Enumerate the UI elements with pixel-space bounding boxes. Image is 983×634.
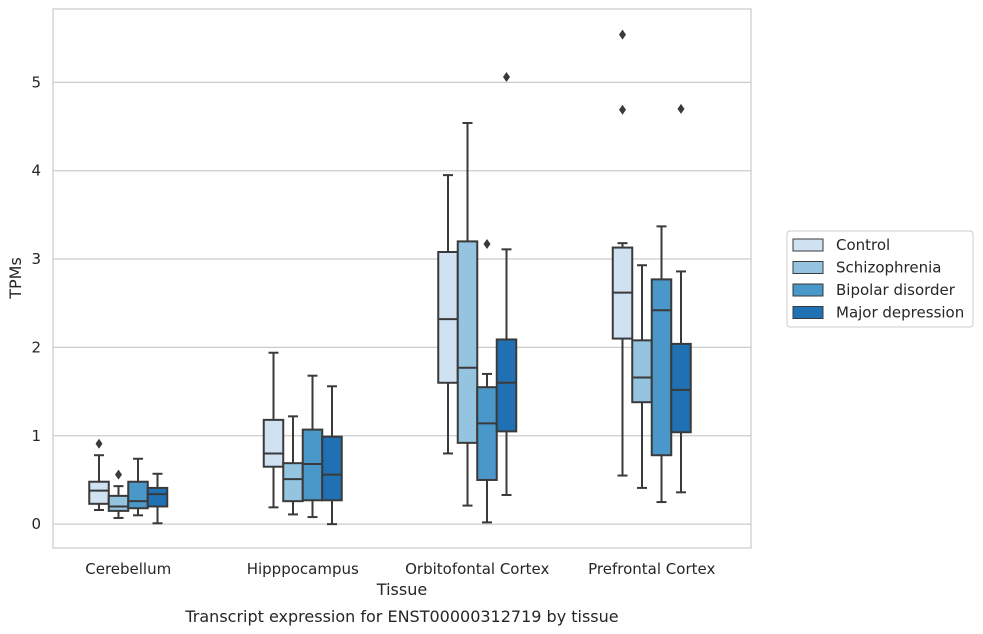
outlier-point (483, 239, 491, 250)
outlier-point (619, 104, 626, 115)
box-iqr (437, 250, 459, 384)
y-tick-label: 1 (31, 427, 41, 445)
box-iqr (282, 462, 304, 503)
legend: Control Schizophrenia Bipolar disorder Majo… (786, 230, 974, 328)
box-iqr (495, 338, 518, 433)
chart-caption: Transcript expression for ENST0000031271… (184, 607, 618, 626)
legend-swatch (792, 283, 824, 297)
box-schizophrenia (107, 469, 130, 519)
y-tick-label: 0 (31, 515, 41, 533)
y-tick-label: 3 (31, 250, 41, 268)
legend-label: Bipolar disorder (836, 281, 956, 299)
box-iqr (262, 418, 285, 468)
box-control (88, 438, 110, 512)
outlier-point (503, 72, 510, 83)
box-control (437, 174, 459, 455)
box-iqr (456, 240, 479, 444)
box-control (262, 351, 285, 509)
box-bipolar-disorder (301, 374, 324, 519)
outlier-point (677, 103, 685, 114)
legend-label: Schizophrenia (836, 259, 941, 277)
x-axis-title: Tissue (376, 580, 427, 599)
legend-swatch (792, 261, 824, 274)
grid-lines (53, 81, 751, 525)
x-tick-label: Cerebellum (85, 560, 171, 578)
box-iqr (321, 435, 343, 502)
box-schizophrenia (456, 121, 479, 507)
box-iqr (670, 342, 692, 434)
boxes (88, 29, 692, 526)
box-major-depression (321, 385, 343, 526)
box-bipolar-disorder (650, 225, 673, 504)
box-iqr (107, 494, 130, 512)
y-tick-label: 2 (31, 338, 41, 356)
outlier-point (619, 29, 626, 40)
y-axis-title: TPMs (6, 257, 25, 300)
box-major-depression (670, 103, 692, 494)
y-tick-label: 5 (31, 73, 41, 91)
box-schizophrenia (282, 415, 304, 516)
outlier-point (95, 438, 103, 449)
box-iqr (146, 486, 169, 508)
x-tick-label: Orbitofontal Cortex (405, 560, 549, 578)
box-iqr (650, 278, 673, 457)
box-schizophrenia (631, 264, 653, 489)
box-major-depression (495, 72, 518, 496)
outlier-point (115, 469, 122, 480)
x-tick-label: Hipppocampus (247, 560, 359, 578)
legend-frame (786, 230, 974, 328)
x-tick-label: Prefrontal Cortex (588, 560, 715, 578)
plot-area-frame (52, 8, 752, 549)
box-iqr (127, 480, 149, 510)
legend-label: Control (836, 236, 890, 254)
y-axis-ticks: 0 1 2 3 4 5 (31, 73, 41, 533)
box-bipolar-disorder (476, 239, 498, 524)
box-iqr (476, 386, 498, 481)
x-axis-ticks: Cerebellum Hipppocampus Orbitofontal Corte… (85, 560, 715, 578)
box-iqr (88, 480, 110, 505)
y-tick-label: 4 (31, 162, 41, 180)
box-major-depression (146, 472, 169, 525)
legend-label: Major depression (836, 304, 964, 322)
box-bipolar-disorder (127, 457, 149, 517)
box-control (611, 29, 634, 477)
legend-swatch (792, 238, 824, 252)
legend-entries: Control Schizophrenia Bipolar disorder Majo… (792, 236, 964, 322)
legend-swatch (792, 306, 824, 319)
box-iqr (631, 339, 653, 404)
